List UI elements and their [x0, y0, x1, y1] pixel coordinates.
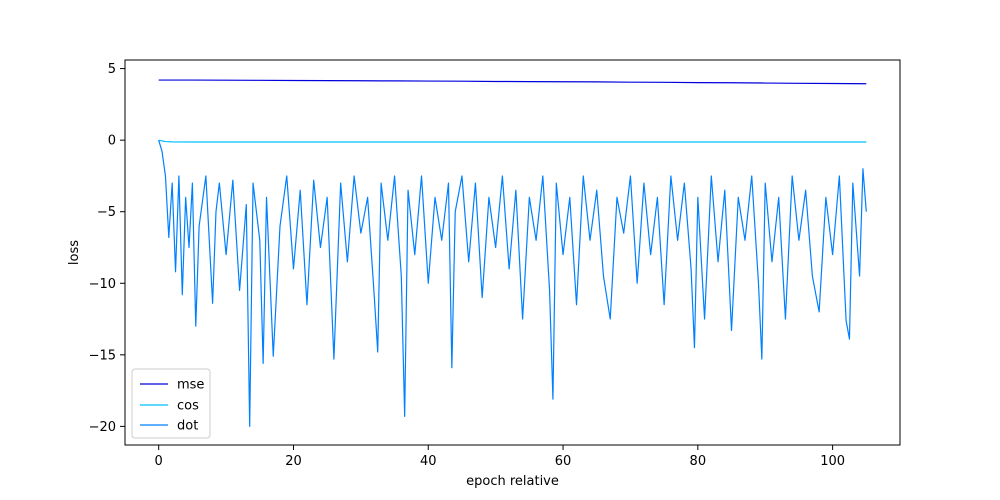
- y-tick-label: −10: [89, 277, 116, 292]
- y-tick-label: −15: [89, 348, 116, 363]
- legend: mse cos dot: [131, 368, 211, 439]
- y-tick-label: −5: [97, 205, 116, 220]
- x-tick-label: 80: [690, 454, 707, 469]
- x-tick-label: 0: [155, 454, 163, 469]
- x-tick-label: 40: [420, 454, 437, 469]
- series-line-cos: [158, 139, 867, 143]
- legend-label-mse: mse: [177, 378, 204, 393]
- series-line-mse: [158, 79, 867, 85]
- y-tick-label: 5: [108, 62, 116, 77]
- plot-frame: [124, 59, 901, 446]
- legend-label-cos: cos: [177, 399, 199, 414]
- x-axis-label: epoch relative: [466, 474, 559, 489]
- y-tick-label: −20: [89, 420, 116, 435]
- y-axis-ticks: 5 0 −5 −10 −15 −20: [89, 62, 125, 435]
- y-axis-label: loss: [67, 240, 82, 265]
- x-tick-label: 100: [820, 454, 845, 469]
- y-tick-label: 0: [108, 134, 116, 149]
- plot-lines: [158, 79, 867, 427]
- legend-box: [131, 368, 211, 439]
- x-tick-label: 60: [555, 454, 572, 469]
- x-axis-ticks: 0 20 40 60 80 100: [155, 445, 845, 469]
- legend-label-dot: dot: [177, 419, 198, 434]
- series-line-dot: [158, 139, 867, 427]
- x-tick-label: 20: [285, 454, 302, 469]
